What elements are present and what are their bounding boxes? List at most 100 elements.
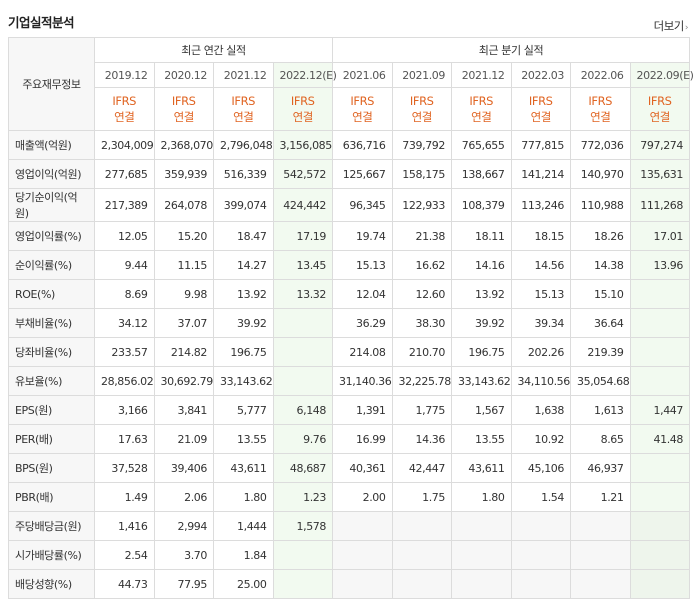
period-header: 2019.12 bbox=[94, 62, 155, 88]
table-cell bbox=[510, 540, 571, 570]
period-header-row: 2019.12 2020.12 2021.12 2022.12(E) 2021.06 20… bbox=[9, 62, 694, 88]
table-cell: 9.44 bbox=[94, 250, 155, 280]
more-link[interactable]: 더보기› bbox=[654, 18, 689, 34]
table-row: 주당배당금(원) 1,416 2,994 1,444 1,578 bbox=[8, 511, 690, 541]
ifrs-label: IFRS bbox=[647, 94, 672, 108]
table-cell: 196.75 bbox=[213, 337, 274, 367]
table-cell: 1,416 bbox=[94, 511, 155, 541]
row-label: 매출액(억원) bbox=[8, 130, 95, 160]
table-cell: 202.26 bbox=[510, 337, 571, 367]
row-label: 부채비율(%) bbox=[8, 308, 95, 338]
table-row: 당기순이익(억원) 217,389 264,078 399,074 424,442 96,… bbox=[8, 188, 690, 222]
table-cell: 18.47 bbox=[213, 221, 274, 251]
table-cell bbox=[391, 540, 452, 570]
period-header: 2021.09 bbox=[391, 62, 452, 88]
table-cell: 36.29 bbox=[332, 308, 393, 338]
table-cell: 1.21 bbox=[570, 482, 631, 512]
table-cell: 214.82 bbox=[153, 337, 214, 367]
table-cell bbox=[272, 569, 333, 599]
table-cell: 1.75 bbox=[391, 482, 452, 512]
period-header: 2020.12 bbox=[153, 62, 214, 88]
table-cell: 636,716 bbox=[332, 130, 393, 160]
ifrs-badge: IFRS 연결 bbox=[272, 87, 333, 131]
table-body: 매출액(억원) 2,304,009 2,368,070 2,796,048 3,156,… bbox=[8, 130, 690, 599]
table-cell: 41.48 bbox=[629, 424, 690, 454]
table-cell: 797,274 bbox=[629, 130, 690, 160]
table-cell: 44.73 bbox=[94, 569, 155, 599]
table-cell: 1,578 bbox=[272, 511, 333, 541]
ifrs-badge: IFRS 연결 bbox=[332, 87, 393, 131]
table-cell: 12.60 bbox=[391, 279, 452, 309]
table-cell bbox=[391, 511, 452, 541]
table-cell: 13.55 bbox=[213, 424, 274, 454]
table-row: 순이익률(%) 9.44 11.15 14.27 13.45 15.13 16.62 14.1… bbox=[8, 250, 690, 280]
table-cell bbox=[391, 569, 452, 599]
table-cell: 42,447 bbox=[391, 453, 452, 483]
consolidated-label: 연결 bbox=[649, 110, 671, 124]
ifrs-label: IFRS bbox=[409, 94, 434, 108]
table-cell: 17.19 bbox=[272, 221, 333, 251]
table-row: BPS(원) 37,528 39,406 43,611 48,687 40,361 42,4… bbox=[8, 453, 690, 483]
row-label: 주당배당금(원) bbox=[8, 511, 95, 541]
table-row: 매출액(억원) 2,304,009 2,368,070 2,796,048 3,156,… bbox=[8, 130, 690, 160]
header-group-row: 주요재무정보 최근 연간 실적 최근 분기 실적 bbox=[8, 37, 690, 131]
ifrs-label: IFRS bbox=[350, 94, 375, 108]
table-cell: 2,304,009 bbox=[94, 130, 155, 160]
table-cell: 21.09 bbox=[153, 424, 214, 454]
table-cell bbox=[629, 279, 690, 309]
consolidated-label: 연결 bbox=[352, 110, 373, 124]
table-cell: 1.80 bbox=[213, 482, 274, 512]
period-header: 2022.12(E) bbox=[272, 62, 337, 88]
row-label: 영업이익률(%) bbox=[8, 221, 95, 251]
table-cell: 77.95 bbox=[153, 569, 214, 599]
table-cell: 14.56 bbox=[510, 250, 571, 280]
table-cell: 10.92 bbox=[510, 424, 571, 454]
table-cell: 113,246 bbox=[510, 188, 571, 222]
ifrs-label: IFRS bbox=[290, 94, 315, 108]
table-cell: 15.13 bbox=[332, 250, 393, 280]
table-cell: 1.54 bbox=[510, 482, 571, 512]
table-cell bbox=[629, 482, 690, 512]
table-cell: 12.04 bbox=[332, 279, 393, 309]
period-header: 2021.12 bbox=[451, 62, 512, 88]
table-cell: 17.01 bbox=[629, 221, 690, 251]
table-cell: 14.36 bbox=[391, 424, 452, 454]
ifrs-label: IFRS bbox=[231, 94, 256, 108]
table-cell: 6,148 bbox=[272, 395, 333, 425]
table-cell: 34.12 bbox=[94, 308, 155, 338]
table-cell: 14.16 bbox=[451, 250, 512, 280]
period-header: 2021.06 bbox=[332, 62, 393, 88]
table-cell: 214.08 bbox=[332, 337, 393, 367]
table-cell: 14.27 bbox=[213, 250, 274, 280]
table-cell: 39.92 bbox=[213, 308, 274, 338]
period-header: 2021.12 bbox=[213, 62, 274, 88]
table-cell: 2,994 bbox=[153, 511, 214, 541]
table-cell: 34,110.56 bbox=[510, 366, 571, 396]
ifrs-label: IFRS bbox=[112, 94, 137, 108]
table-cell: 32,225.78 bbox=[391, 366, 452, 396]
table-cell: 3,841 bbox=[153, 395, 214, 425]
table-row: PBR(배) 1.49 2.06 1.80 1.23 2.00 1.75 1.80 1.54 1.… bbox=[8, 482, 690, 512]
table-cell: 140,970 bbox=[570, 159, 631, 189]
table-cell: 8.65 bbox=[570, 424, 631, 454]
table-row: 당좌비율(%) 233.57 214.82 196.75 214.08 210.70 196… bbox=[8, 337, 690, 367]
table-cell bbox=[629, 540, 690, 570]
table-cell: 12.05 bbox=[94, 221, 155, 251]
row-label: 당좌비율(%) bbox=[8, 337, 95, 367]
ifrs-badge: IFRS 연결 bbox=[391, 87, 452, 131]
table-cell: 9.76 bbox=[272, 424, 333, 454]
table-cell: 108,379 bbox=[451, 188, 512, 222]
ifrs-badge: IFRS 연결 bbox=[94, 87, 155, 131]
row-label: PER(배) bbox=[8, 424, 95, 454]
table-cell bbox=[570, 540, 631, 570]
table-cell: 1,613 bbox=[570, 395, 631, 425]
table-cell: 1,447 bbox=[629, 395, 690, 425]
table-cell: 3.70 bbox=[153, 540, 214, 570]
row-label: 순이익률(%) bbox=[8, 250, 95, 280]
table-cell bbox=[629, 337, 690, 367]
table-cell: 13.92 bbox=[213, 279, 274, 309]
ifrs-badge: IFRS 연결 bbox=[510, 87, 571, 131]
table-cell bbox=[510, 569, 571, 599]
table-cell: 777,815 bbox=[510, 130, 571, 160]
table-cell: 19.74 bbox=[332, 221, 393, 251]
